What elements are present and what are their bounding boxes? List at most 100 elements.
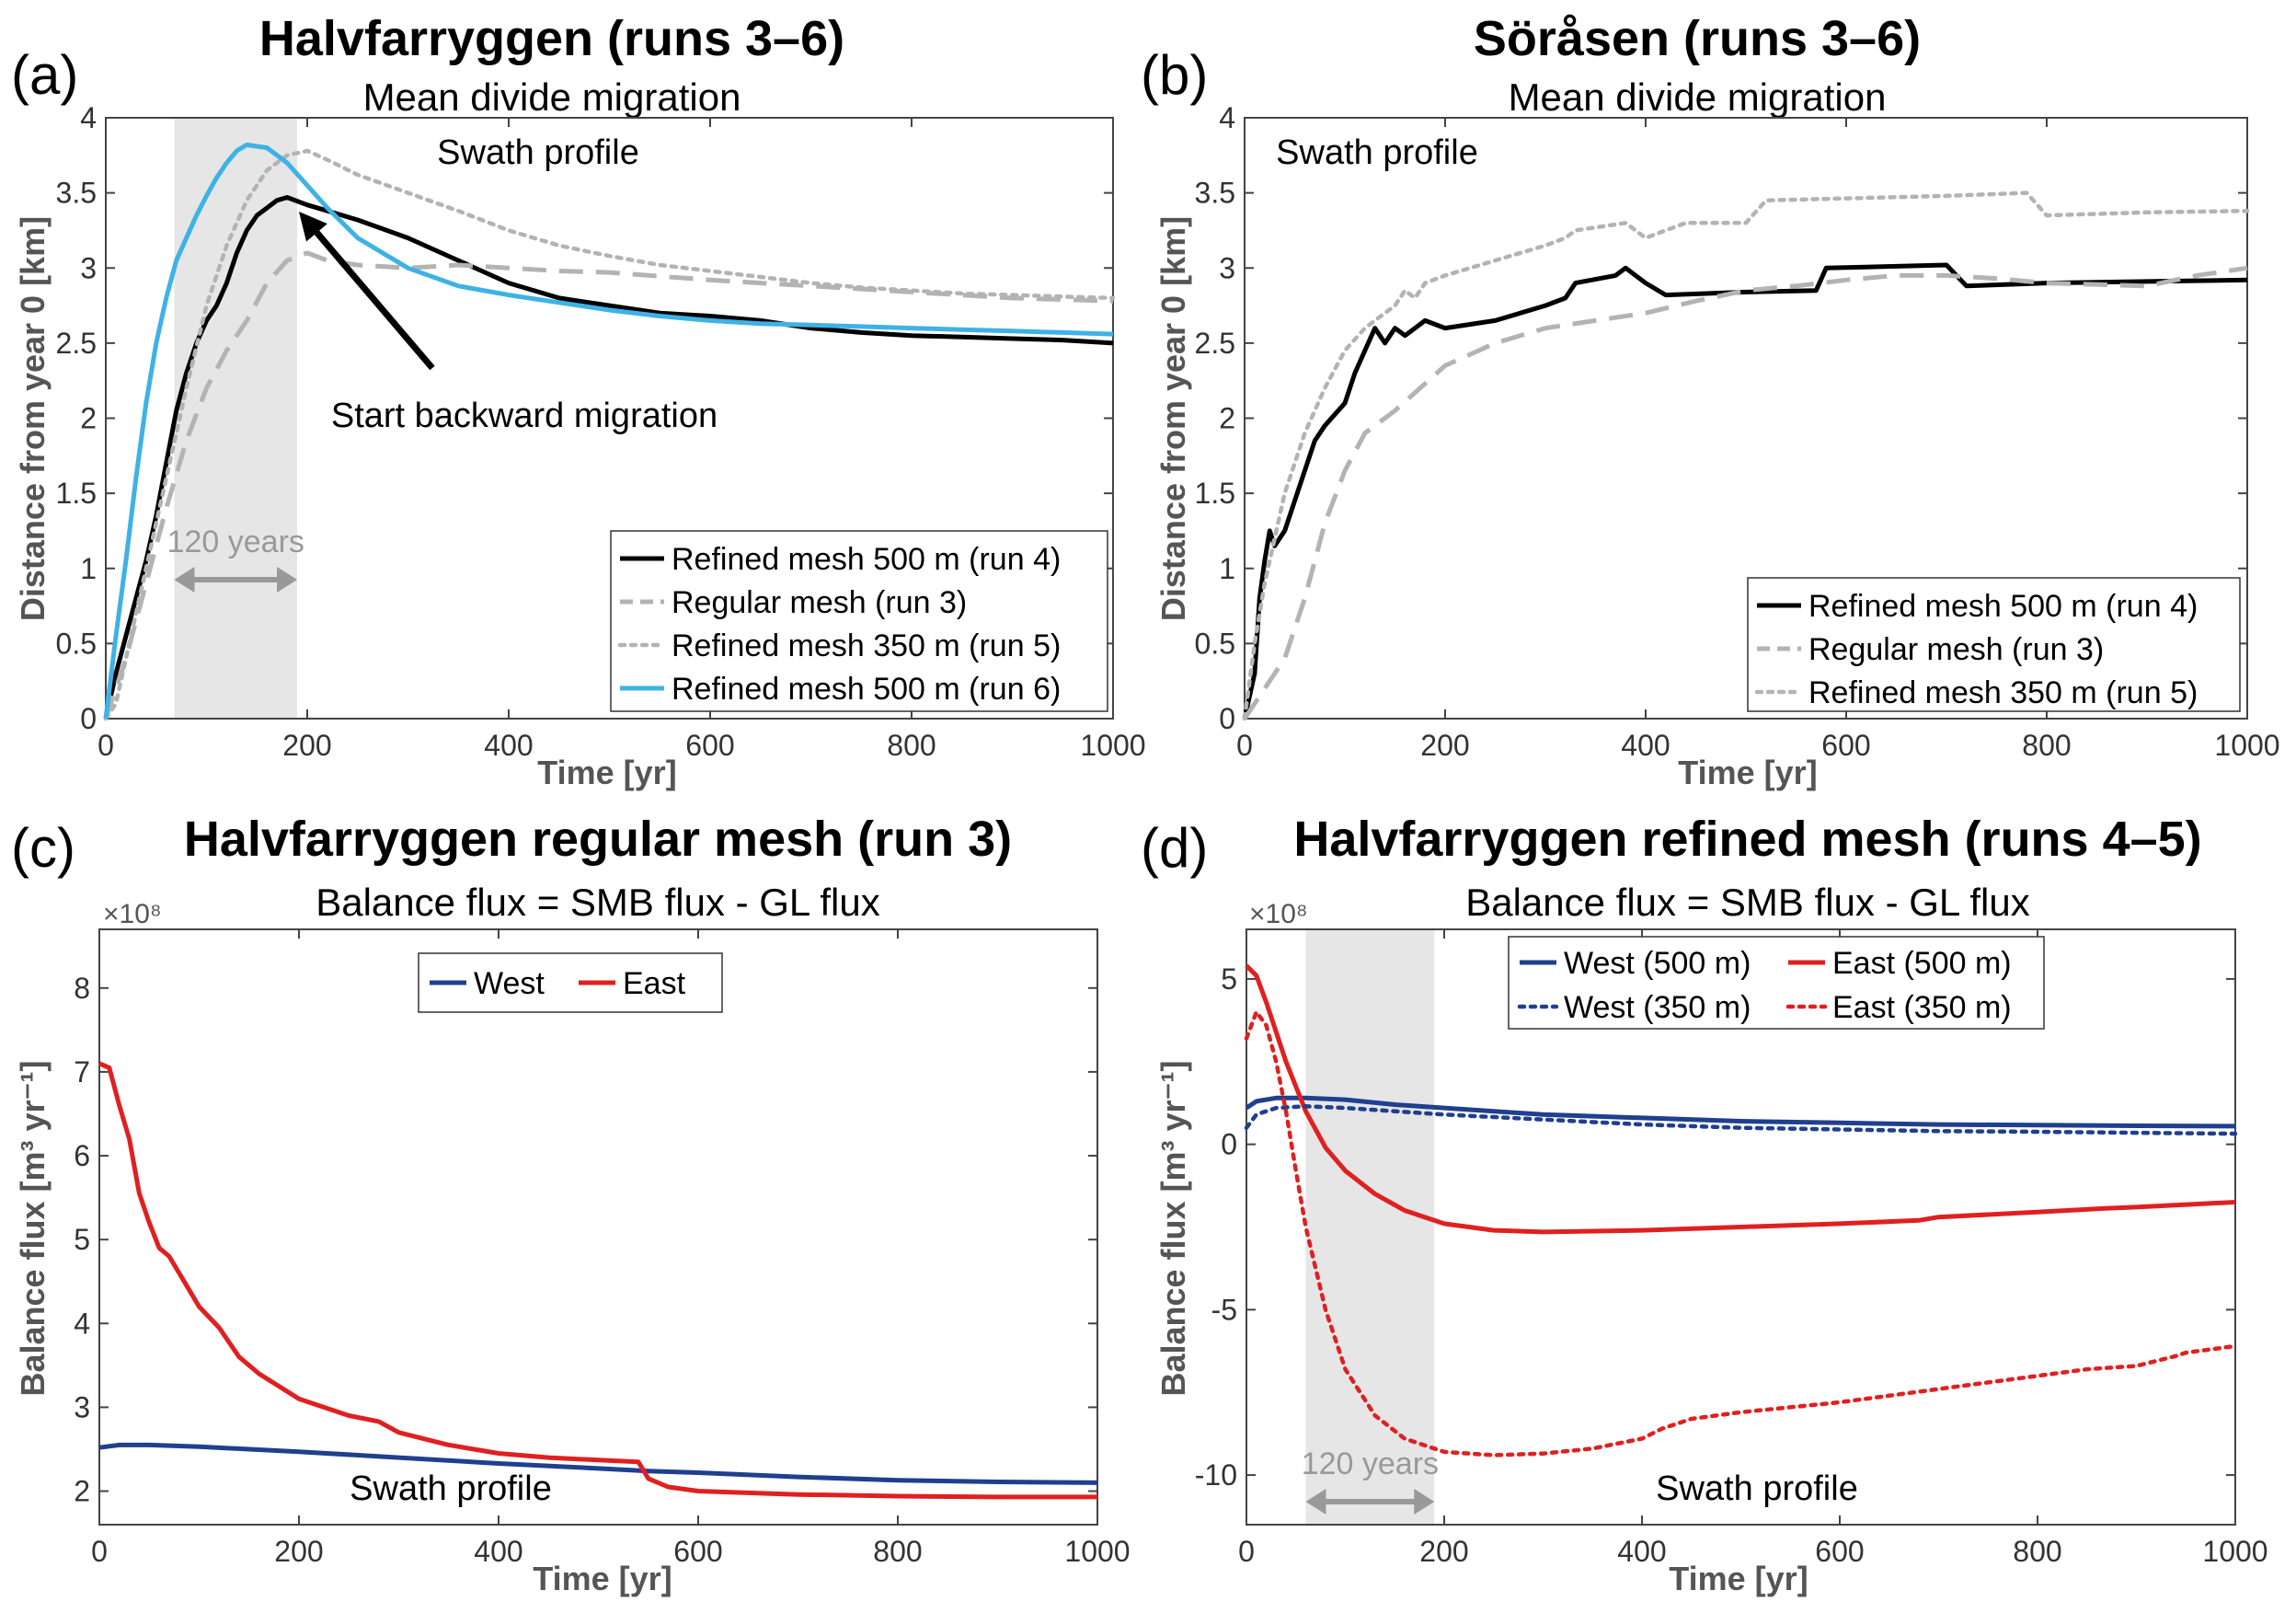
x-axis-label: Time [yr] — [1669, 1560, 1808, 1597]
y-tick-label: 1 — [1219, 552, 1235, 585]
swath-profile-note: Swath profile — [1656, 1469, 1858, 1508]
series-line-4 — [103, 142, 1114, 720]
y-tick-label: 1 — [80, 552, 97, 585]
legend: West (500 m) East (500 m) West (350 m) East… — [1508, 936, 2045, 1030]
x-tick-label: 0 — [98, 729, 114, 762]
span-label: 120 years — [167, 524, 304, 559]
x-tick-label: 200 — [1420, 729, 1469, 762]
x-axis-label: Time [yr] — [537, 754, 676, 791]
x-axis-label: Time [yr] — [533, 1560, 672, 1597]
series-line-3 — [1242, 190, 2250, 721]
y-tick-label: 3.5 — [56, 177, 97, 210]
y-tick-label: -10 — [1195, 1458, 1237, 1492]
y-tick-label: 0.5 — [1195, 627, 1235, 660]
x-tick-label: 800 — [887, 729, 936, 762]
series-line-2 — [1242, 265, 2248, 720]
y-tick-label: 1.5 — [56, 477, 97, 510]
series-line-1 — [1242, 262, 2248, 720]
legend-entry: Regular mesh (run 3) — [1808, 632, 2104, 667]
panel-label: (a) — [11, 44, 78, 106]
y-tick-label: 3 — [74, 1390, 90, 1423]
span-arrow-head-right — [1414, 1489, 1435, 1515]
x-tick-label: 0 — [1238, 1535, 1255, 1568]
legend-entry: East (350 m) — [1832, 990, 2012, 1025]
legend-entry: East — [623, 966, 686, 1001]
legend-entry: Refined mesh 500 m (run 6) — [672, 672, 1061, 707]
series-line-3 — [103, 148, 1116, 721]
x-tick-label: 200 — [282, 729, 331, 762]
x-tick-label: 200 — [274, 1535, 323, 1568]
y-tick-label: -5 — [1211, 1293, 1237, 1326]
legend-entry: East (500 m) — [1832, 946, 2012, 981]
legend-entry: Regular mesh (run 3) — [672, 585, 967, 620]
y-tick-label: 3.5 — [1195, 177, 1235, 210]
panel-label: (c) — [11, 817, 75, 879]
y-tick-label: 0.5 — [56, 627, 97, 660]
series-line-2 — [103, 250, 1114, 720]
x-tick-label: 1000 — [1064, 1535, 1130, 1568]
x-tick-label: 800 — [2013, 1535, 2061, 1568]
panel-title: Halvfarryggen regular mesh (run 3) — [184, 812, 1012, 867]
legend-entry: West (500 m) — [1564, 946, 1751, 981]
y-axis-label: Distance from year 0 [km] — [1154, 216, 1192, 621]
legend-entry: West — [474, 966, 545, 1001]
panel-2: (b) Söråsen (runs 3–6) Mean divide migrati… — [1141, 11, 2280, 791]
series-line-2 — [98, 1061, 1097, 1500]
y-tick-label: 0 — [80, 702, 97, 735]
y-axis-label: Balance flux [m³ yr⁻¹] — [1154, 1060, 1192, 1396]
legend: Refined mesh 500 m (run 4) Regular mesh (… — [610, 530, 1108, 712]
panel-subtitle: Mean divide migration — [363, 75, 741, 119]
x-tick-label: 600 — [1815, 1535, 1864, 1568]
panel-1: (a) Halvfarryggen (runs 3–6) Mean divide m… — [11, 11, 1146, 791]
y-axis-label: Balance flux [m³ yr⁻¹] — [14, 1060, 52, 1396]
y-tick-label: 1.5 — [1195, 477, 1235, 510]
x-tick-label: 0 — [1236, 729, 1253, 762]
legend: West East — [418, 952, 723, 1013]
x-tick-label: 800 — [873, 1535, 922, 1568]
panel-title: Halvfarryggen refined mesh (runs 4–5) — [1293, 812, 2201, 867]
series-line-1 — [103, 195, 1114, 720]
legend-box — [610, 530, 1108, 712]
panel-title: Halvfarryggen (runs 3–6) — [259, 11, 844, 66]
legend-box — [1747, 577, 2241, 712]
annotation-arrow — [314, 230, 435, 371]
legend-box — [1508, 936, 2045, 1030]
y-tick-label: 5 — [74, 1223, 90, 1256]
panel-4: (d) Halvfarryggen refined mesh (runs 4–5)… — [1141, 812, 2268, 1597]
x-tick-label: 1000 — [2214, 729, 2279, 762]
x-tick-label: 200 — [1419, 1535, 1468, 1568]
panel-subtitle: Mean divide migration — [1509, 75, 1887, 119]
x-tick-label: 1000 — [2202, 1535, 2267, 1568]
x-tick-label: 600 — [1821, 729, 1870, 762]
y-tick-label: 7 — [74, 1055, 90, 1089]
y-tick-label: 4 — [80, 101, 97, 134]
y-tick-label: 2 — [80, 402, 97, 435]
y-tick-label: 2.5 — [56, 327, 97, 360]
y-tick-label: 3 — [80, 251, 97, 284]
x-tick-label: 400 — [1621, 729, 1670, 762]
series-line-1 — [98, 1442, 1098, 1485]
x-tick-label: 800 — [2022, 729, 2071, 762]
annotation-arrow-head — [299, 212, 327, 242]
panel-label: (d) — [1141, 817, 1208, 879]
panel-title: Söråsen (runs 3–6) — [1474, 11, 1921, 66]
legend-entry: West (350 m) — [1564, 990, 1751, 1025]
y-tick-label: 0 — [1219, 702, 1235, 735]
swath-profile-note: Swath profile — [350, 1469, 552, 1508]
swath-profile-note: Swath profile — [437, 133, 639, 172]
y-tick-label: 0 — [1221, 1128, 1237, 1161]
swath-profile-note: Swath profile — [1276, 133, 1478, 172]
shaded-span — [1305, 929, 1435, 1525]
axis-exponent: ×10⁸ — [103, 899, 162, 929]
y-tick-label: 2 — [1219, 402, 1235, 435]
legend-entry: Refined mesh 350 m (run 5) — [672, 628, 1061, 663]
x-tick-label: 400 — [1617, 1535, 1666, 1568]
panel-3: (c) Halvfarryggen regular mesh (run 3) Bal… — [11, 812, 1131, 1597]
annotation-text: Start backward migration — [331, 397, 718, 435]
legend: Refined mesh 500 m (run 4) Regular mesh (… — [1747, 577, 2241, 712]
series-line-2 — [1245, 963, 2236, 1235]
span-label: 120 years — [1302, 1446, 1439, 1481]
y-tick-label: 8 — [74, 972, 90, 1005]
x-tick-label: 400 — [474, 1535, 522, 1568]
